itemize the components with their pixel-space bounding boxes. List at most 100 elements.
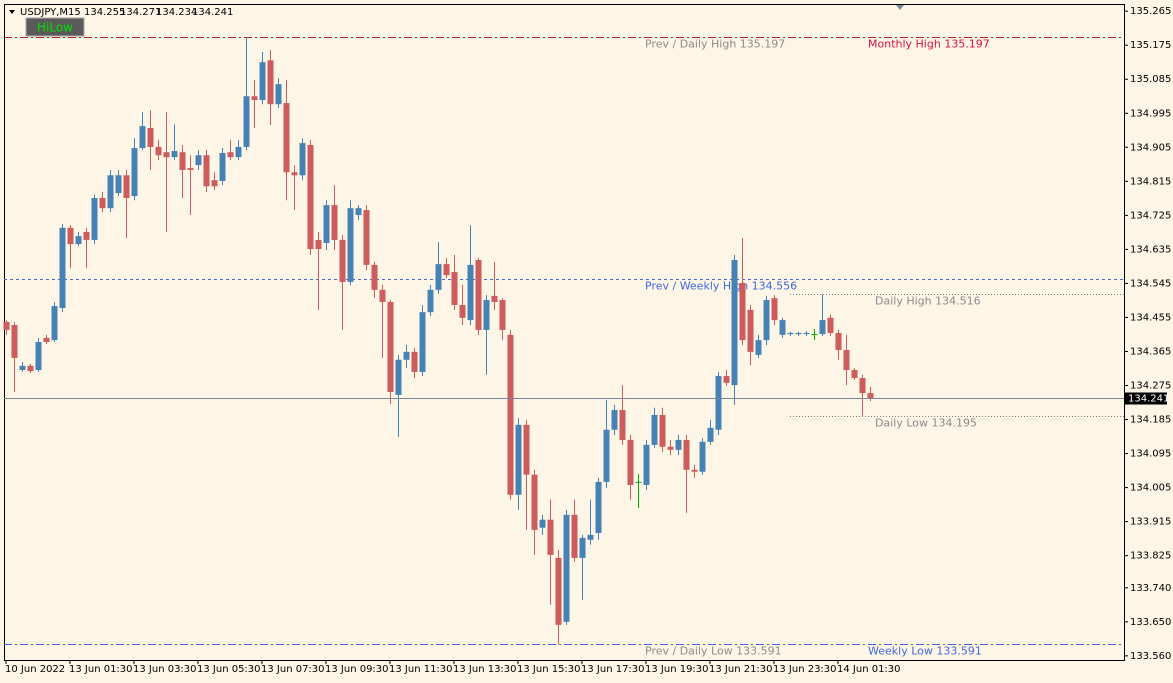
y-tick-label: 134.545 — [1130, 278, 1171, 289]
candle-body — [27, 365, 34, 372]
x-tick-label: 13 Jun 03:30 — [133, 664, 197, 675]
candle-body — [531, 474, 538, 530]
candle-body — [211, 180, 218, 187]
candle-body — [619, 410, 626, 440]
candle-body — [771, 298, 778, 321]
candle-body — [499, 300, 506, 330]
candle-body — [35, 342, 42, 370]
y-tick-label: 135.085 — [1130, 74, 1171, 85]
candle-body — [779, 320, 786, 335]
y-tick-label: 133.740 — [1130, 583, 1171, 594]
level-label: Daily High 134.516 — [875, 295, 981, 308]
candle-body — [683, 439, 690, 470]
candle-body — [163, 152, 170, 158]
shift-marker — [896, 5, 904, 10]
candle-body — [139, 126, 146, 149]
price-box — [1125, 392, 1167, 405]
candle-body — [403, 351, 410, 360]
bar-open: 134.255 — [84, 7, 125, 18]
candle-body — [699, 441, 706, 472]
candle-body — [691, 469, 698, 472]
candle-body — [131, 148, 138, 197]
y-tick-label: 134.185 — [1130, 415, 1171, 426]
candle-body — [635, 481, 642, 483]
candle-body — [859, 377, 866, 394]
candle-body — [851, 369, 858, 378]
candle-body — [603, 429, 610, 482]
y-tick-label: 135.265 — [1130, 6, 1171, 17]
candle-body — [171, 151, 178, 158]
candle-body — [155, 146, 162, 156]
candle-body — [67, 227, 74, 245]
candle-body — [659, 414, 666, 447]
candle-body — [59, 227, 66, 308]
candle-body — [115, 175, 122, 194]
y-tick-label: 134.005 — [1130, 483, 1171, 494]
price-label: 134.241 — [1128, 394, 1169, 405]
candle-body — [763, 300, 770, 341]
symbol: USDJPY,M15 — [20, 7, 81, 18]
y-tick-label: 134.095 — [1130, 449, 1171, 460]
x-tick-label: 13 Jun 05:30 — [197, 664, 261, 675]
candle-body — [867, 393, 874, 399]
candle-body — [467, 264, 474, 321]
candle-body — [259, 62, 266, 101]
candle-body — [299, 143, 306, 176]
hilow-button[interactable]: HiLow — [25, 17, 85, 37]
candle-body — [819, 320, 826, 335]
button-bg[interactable] — [25, 17, 85, 37]
candle-body — [507, 334, 514, 495]
candle-body — [475, 259, 482, 330]
candle-body — [123, 175, 130, 198]
x-tick-label: 13 Jun 15:30 — [517, 664, 581, 675]
y-tick-label: 133.825 — [1130, 551, 1171, 562]
candle-body — [515, 424, 522, 495]
candle-body — [107, 175, 114, 209]
candle-body — [355, 208, 362, 215]
menu-arrow — [9, 10, 15, 14]
candle-body — [523, 424, 530, 475]
candle-body — [291, 172, 298, 176]
candle-body — [491, 295, 498, 302]
candle-body — [363, 210, 370, 265]
candle-body — [227, 152, 234, 158]
candle-body — [315, 239, 322, 250]
candle-body — [347, 208, 354, 282]
candle-body — [267, 60, 274, 105]
level-label: Weekly Low 133.591 — [868, 645, 982, 658]
candle-body — [483, 300, 490, 330]
candle-body — [91, 197, 98, 240]
candle-body — [387, 301, 394, 392]
button-label[interactable]: HiLow — [37, 21, 73, 35]
candle-body — [563, 514, 570, 622]
y-tick-label: 134.635 — [1130, 244, 1171, 255]
candle-body — [539, 519, 546, 528]
level-label: Prev / Weekly High 134.556 — [645, 280, 797, 293]
candle-body — [235, 146, 242, 158]
x-tick-label: 13 Jun 21:30 — [709, 664, 773, 675]
x-tick-label: 13 Jun 01:30 — [69, 664, 133, 675]
candle-body — [731, 259, 738, 386]
candle-body — [451, 272, 458, 305]
candle-body — [323, 205, 330, 243]
candle-body — [435, 264, 442, 290]
y-tick-label: 134.905 — [1130, 142, 1171, 153]
x-tick-label: 13 Jun 07:30 — [261, 664, 325, 675]
candle-body — [275, 84, 282, 105]
candle-body — [339, 239, 346, 282]
candle-body — [627, 439, 634, 485]
level-label: Prev / Daily Low 133.591 — [645, 645, 782, 658]
candle-body — [11, 325, 18, 358]
candle-body — [795, 332, 802, 335]
candle-body — [707, 427, 714, 442]
y-tick-label: 134.815 — [1130, 176, 1171, 187]
candle-body — [459, 304, 466, 318]
candle-body — [579, 537, 586, 558]
x-tick-label: 13 Jun 23:30 — [773, 664, 837, 675]
candle-body — [427, 289, 434, 313]
candle-body — [251, 96, 258, 101]
y-tick-label: 134.455 — [1130, 312, 1171, 323]
level-label: Monthly High 135.197 — [868, 38, 990, 51]
x-tick-label: 13 Jun 17:30 — [581, 664, 645, 675]
candle-body — [587, 534, 594, 540]
